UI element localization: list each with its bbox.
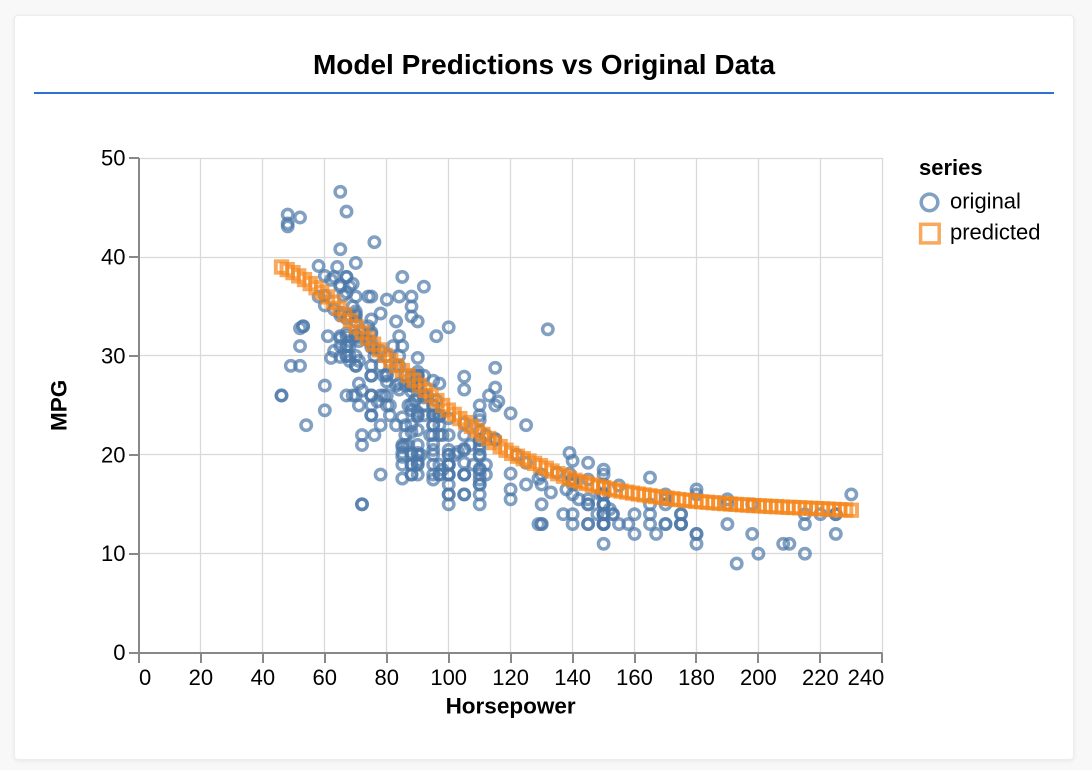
svg-text:0: 0 <box>113 640 125 665</box>
svg-text:80: 80 <box>375 665 399 690</box>
svg-text:50: 50 <box>101 146 125 171</box>
svg-text:120: 120 <box>492 665 529 690</box>
svg-text:predicted: predicted <box>950 220 1041 245</box>
svg-text:Horsepower: Horsepower <box>446 694 576 719</box>
svg-text:40: 40 <box>251 665 275 690</box>
svg-text:160: 160 <box>616 665 653 690</box>
svg-text:0: 0 <box>139 665 151 690</box>
svg-text:60: 60 <box>313 665 337 690</box>
svg-text:20: 20 <box>101 442 125 467</box>
svg-text:40: 40 <box>101 245 125 270</box>
svg-text:series: series <box>919 155 983 180</box>
svg-text:200: 200 <box>740 665 777 690</box>
svg-text:10: 10 <box>101 541 125 566</box>
svg-text:20: 20 <box>189 665 213 690</box>
svg-text:30: 30 <box>101 344 125 369</box>
svg-text:240: 240 <box>848 665 885 690</box>
svg-text:MPG: MPG <box>47 380 72 431</box>
svg-text:100: 100 <box>430 665 467 690</box>
svg-text:220: 220 <box>802 665 839 690</box>
svg-text:180: 180 <box>678 665 715 690</box>
svg-text:original: original <box>950 189 1021 214</box>
svg-text:140: 140 <box>554 665 591 690</box>
